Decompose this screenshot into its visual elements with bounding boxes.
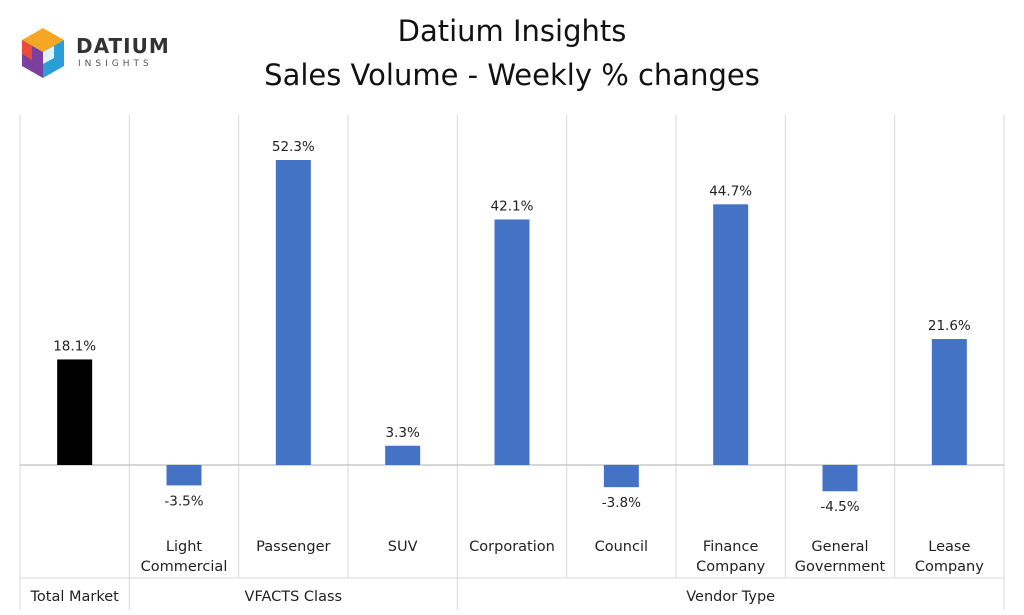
data-label: 52.3% [272,139,315,155]
data-label: 44.7% [709,183,752,199]
logo-wordmark: DATIUM [76,34,170,58]
tick-label: General [811,539,868,555]
data-label: -4.5% [820,499,859,515]
data-label: 21.6% [928,318,971,334]
data-label: 3.3% [386,425,420,441]
logo-subtext: INSIGHTS [78,59,153,69]
bar [713,204,749,465]
bar [57,359,93,465]
bar [275,160,311,465]
tick-label: Light [166,539,203,555]
bar [603,465,639,488]
bar [166,465,202,486]
bar [385,445,421,465]
group-label: VFACTS Class [245,589,343,605]
tick-label: Total Market [30,589,120,605]
tick-label: Government [795,559,886,575]
tick-label: Finance [703,539,759,555]
chart-subtitle: Sales Volume - Weekly % changes [264,58,760,92]
data-label: 18.1% [53,338,96,354]
bar [931,339,967,465]
tick-label: Council [595,539,648,555]
tick-label: Lease [928,539,970,555]
tick-label: Commercial [141,559,228,575]
tick-label: SUV [388,539,418,555]
group-label: Vendor Type [686,589,775,605]
bar [494,219,530,465]
data-label: -3.5% [164,493,203,509]
datium-cube-icon [22,28,64,78]
data-label: 42.1% [491,198,534,214]
bar [822,465,858,492]
tick-label: Company [696,559,765,575]
chart-title: Datium Insights [397,14,627,48]
tick-label: Corporation [469,539,555,555]
tick-label: Passenger [256,539,330,555]
tick-label: Company [915,559,984,575]
data-label: -3.8% [602,495,641,511]
datium-logo: DATIUM INSIGHTS [18,26,170,86]
